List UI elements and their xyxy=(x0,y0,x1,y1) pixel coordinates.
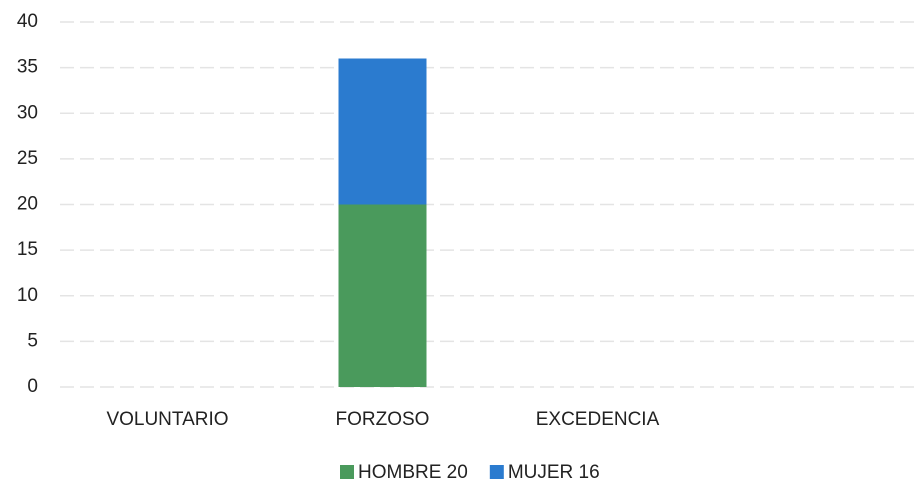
x-tick-label: FORZOSO xyxy=(336,409,430,430)
bar-segment xyxy=(338,204,427,387)
legend-swatch xyxy=(489,465,504,479)
y-tick-label: 10 xyxy=(17,285,38,306)
y-tick-label: 35 xyxy=(17,57,38,78)
y-tick-label: 20 xyxy=(17,194,38,215)
legend-label: HOMBRE 20 xyxy=(358,462,468,483)
y-tick-label: 0 xyxy=(27,376,38,397)
legend-swatch xyxy=(340,465,354,479)
bar-segment xyxy=(338,58,427,205)
y-tick-label: 25 xyxy=(17,148,38,169)
y-tick-label: 30 xyxy=(17,102,38,123)
y-tick-label: 15 xyxy=(17,239,38,260)
y-tick-label: 40 xyxy=(17,11,38,32)
x-tick-label: EXCEDENCIA xyxy=(536,409,660,430)
y-tick-label: 5 xyxy=(27,330,38,351)
legend-label: MUJER 16 xyxy=(508,462,600,483)
x-tick-label: VOLUNTARIO xyxy=(106,409,228,430)
